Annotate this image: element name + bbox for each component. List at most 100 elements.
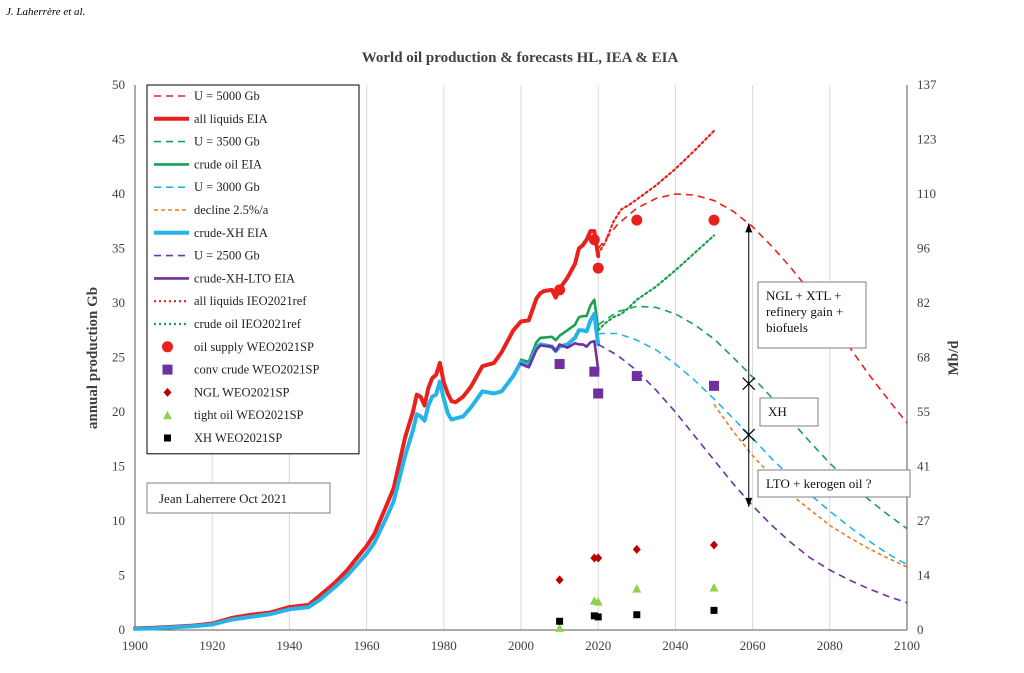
series-u-3500-gb: [597, 305, 908, 530]
legend-label: conv crude WEO2021SP: [194, 363, 319, 377]
y2-tick-label: 96: [917, 241, 931, 256]
y2-tick-label: 110: [917, 186, 936, 201]
y2-tick-label: 0: [917, 622, 924, 637]
y-tick-label: 25: [112, 350, 125, 365]
y-tick-label: 30: [112, 295, 125, 310]
series-decline-2-5-a: [713, 403, 908, 568]
annotation-box: [757, 281, 867, 349]
series-u-2500-gb: [597, 343, 908, 604]
legend-label: crude oil IEO2021ref: [194, 317, 302, 331]
y-tick-label: 45: [112, 132, 125, 147]
annotation-text: biofuels: [766, 320, 808, 335]
legend-swatch-tight-oil-weo2021sp: [163, 410, 172, 420]
point-xh-weo2021sp: [556, 617, 564, 625]
legend-label: NGL WEO2021SP: [194, 385, 290, 399]
y2-tick-label: 123: [917, 132, 937, 147]
legend-label: XH WEO2021SP: [194, 431, 282, 445]
annotation-text: XH: [768, 404, 787, 419]
point-conv-crude-weo2021sp: [709, 380, 719, 391]
x-tick-label: 1940: [276, 638, 302, 653]
point-oil-supply-weo2021sp: [708, 214, 720, 226]
y2-tick-label: 68: [917, 350, 930, 365]
legend-label: tight oil WEO2021SP: [194, 408, 304, 422]
point-xh-weo2021sp: [710, 606, 718, 614]
point-oil-supply-weo2021sp: [588, 234, 600, 246]
legend-swatch-ngl-weo2021sp: [163, 387, 172, 397]
x-tick-label: 2060: [740, 638, 766, 653]
point-ngl-weo2021sp: [710, 540, 718, 550]
point-conv-crude-weo2021sp: [554, 359, 565, 370]
point-xh-weo2021sp: [594, 613, 602, 621]
point-conv-crude-weo2021sp: [589, 366, 600, 377]
point-xh-weo2021sp: [590, 612, 598, 620]
x-tick-label: 2020: [585, 638, 611, 653]
x-axis-ticks: 1900 1920 1940 1960 1980 2000 2020 2040 2060 2080…: [122, 638, 920, 653]
annotation-text: refinery gain +: [766, 304, 843, 319]
x-tick-label: 2040: [662, 638, 688, 653]
legend-label: U = 3500 Gb: [194, 135, 260, 149]
legend-label: all liquids EIA: [194, 112, 268, 126]
y-tick-label: 10: [112, 513, 125, 528]
annotation-text: LTO + kerogen oil ?: [766, 476, 872, 491]
legend-label: U = 2500 Gb: [194, 249, 260, 263]
point-tight-oil-weo2021sp: [709, 582, 719, 592]
x-tick-label: 1920: [199, 638, 225, 653]
point-oil-supply-weo2021sp: [631, 214, 643, 226]
series-crude-xh-lto-eia: [519, 339, 600, 371]
series-crude-oil-eia: [519, 298, 600, 364]
x-tick-label: 1900: [122, 638, 148, 653]
chart-title: World oil production & forecasts HL, IEA…: [362, 50, 679, 66]
point-oil-supply-weo2021sp: [592, 262, 604, 274]
point-ngl-weo2021sp: [555, 575, 564, 585]
legend-label: all liquids IEO2021ref: [194, 294, 307, 308]
point-ngl-weo2021sp: [632, 544, 641, 554]
legend: U = 5000 Gb all liquids EIA U = 3500 Gb cru…: [146, 84, 360, 455]
credit-text: Jean Laherrere Oct 2021: [159, 491, 287, 506]
legend-label: U = 3000 Gb: [194, 180, 260, 194]
point-tight-oil-weo2021sp: [632, 584, 642, 593]
annotation-box: [757, 469, 911, 498]
annotations: NGL + XTL +refinery gain +biofuels XH LTO …: [742, 223, 911, 507]
y2-tick-label: 27: [917, 513, 931, 528]
point-tight-oil-weo2021sp: [593, 597, 603, 606]
annotation-cross: [742, 377, 756, 391]
x-tick-label: 2000: [508, 638, 534, 653]
x-tick-label: 1980: [431, 638, 457, 653]
y-tick-label: 35: [112, 241, 125, 256]
point-ngl-weo2021sp: [594, 553, 603, 563]
series-crude-oil-ieo2021ref: [597, 234, 716, 332]
plot-border: [134, 85, 908, 631]
legend-swatch-oil-supply-weo2021sp: [162, 341, 173, 353]
x-tick-label: 2080: [817, 638, 843, 653]
y-axis-label: annual production Gb: [85, 287, 101, 429]
annotation-text: NGL + XTL +: [766, 288, 841, 303]
legend-label: crude-XH-LTO EIA: [194, 271, 295, 285]
annotation-cross: [742, 428, 756, 442]
y-tick-label: 5: [119, 568, 126, 583]
legend-swatch-conv-crude-weo2021sp: [162, 364, 173, 375]
legend-label: U = 5000 Gb: [194, 89, 260, 103]
y2-tick-label: 55: [917, 404, 930, 419]
y2-axis-label: Mb/d: [946, 340, 962, 376]
legend-label: decline 2.5%/a: [194, 203, 269, 217]
point-xh-weo2021sp: [633, 611, 641, 619]
legend-label: crude-XH EIA: [194, 226, 268, 240]
y-tick-label: 15: [112, 459, 125, 474]
y-tick-label: 0: [119, 622, 126, 637]
point-conv-crude-weo2021sp: [593, 388, 604, 399]
y2-tick-label: 41: [917, 459, 930, 474]
y2-axis-ticks: 0 14 27 41 55 68 82 96 110 123 137: [917, 77, 937, 637]
annotation-arrowhead-bottom: [745, 497, 753, 507]
point-oil-supply-weo2021sp: [554, 284, 566, 296]
annotation-arrowhead-top: [745, 223, 753, 233]
x-tick-label: 2100: [894, 638, 920, 653]
y-tick-label: 40: [112, 186, 125, 201]
series-all-liquids-ieo2021ref: [597, 129, 716, 256]
citation-header: J. Laherrère et al.: [6, 6, 86, 18]
credit-box: Jean Laherrere Oct 2021: [146, 482, 331, 514]
y2-tick-label: 82: [917, 295, 930, 310]
point-tight-oil-weo2021sp: [555, 623, 565, 632]
point-conv-crude-weo2021sp: [631, 371, 642, 382]
points-layer: [554, 214, 720, 632]
